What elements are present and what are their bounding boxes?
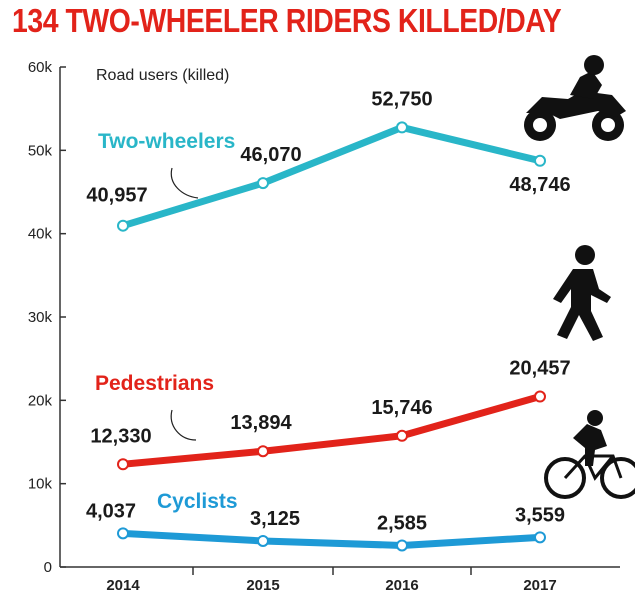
x-tick-label: 2017 [523, 577, 556, 594]
series-line [119, 393, 544, 468]
data-point [396, 429, 408, 442]
chart-subtitle: Road users (killed) [96, 67, 229, 84]
data-label: 4,037 [86, 500, 136, 522]
axes: 0 10k 20k 30k 40k 50k 60k 2014 2015 2016 2017 [28, 59, 620, 594]
data-point [117, 458, 129, 471]
series-pedestrians: 12,330 13,894 15,746 20,457 Pedestrians [90, 358, 571, 471]
data-label: 3,559 [515, 504, 565, 526]
y-tick-label: 40k [28, 226, 53, 243]
data-point [534, 531, 546, 544]
series-cyclists: 4,037 3,125 2,585 3,559 Cyclists [86, 490, 565, 552]
data-label: 46,070 [240, 144, 301, 166]
data-point [257, 534, 269, 547]
y-tick-label: 30k [28, 309, 53, 326]
data-point [534, 154, 546, 167]
data-label: 48,746 [509, 174, 570, 196]
data-label: 15,746 [371, 397, 432, 419]
data-label: 52,750 [371, 88, 432, 110]
chart-title: 134 TWO-WHEELER RIDERS KILLED/DAY [12, 2, 562, 39]
series-line [119, 123, 544, 230]
series-lines: 40,957 46,070 52,750 48,746 Two-wheelers 12,3… [86, 88, 571, 552]
series-name-label: Pedestrians [95, 372, 214, 395]
data-label: 3,125 [250, 508, 300, 530]
data-point [396, 539, 408, 552]
data-label: 2,585 [377, 512, 427, 534]
y-tick-label: 50k [28, 142, 53, 159]
x-tick-label: 2016 [385, 577, 418, 594]
motorcycle-rider-icon [524, 55, 626, 141]
series-name-label: Cyclists [157, 490, 238, 513]
data-point [257, 177, 269, 190]
data-point [396, 121, 408, 134]
y-tick-label: 20k [28, 392, 53, 409]
pedestrian-icon [553, 245, 611, 341]
data-label: 12,330 [90, 425, 151, 447]
series-line [119, 529, 544, 549]
y-tick-label: 60k [28, 59, 53, 76]
series-two-wheelers: 40,957 46,070 52,750 48,746 Two-wheelers [86, 88, 571, 232]
data-label: 13,894 [230, 412, 292, 434]
y-tick-label: 10k [28, 476, 53, 493]
x-tick-label: 2015 [246, 577, 279, 594]
data-point [117, 527, 129, 540]
series-name-label: Two-wheelers [98, 130, 235, 153]
data-point [117, 219, 129, 232]
data-point [257, 445, 269, 458]
data-point [534, 390, 546, 403]
data-label: 40,957 [86, 185, 147, 207]
data-label: 20,457 [509, 358, 570, 380]
x-tick-label: 2014 [106, 577, 140, 594]
leader-line [170, 167, 199, 199]
cyclist-icon [544, 410, 635, 499]
icons [524, 55, 635, 499]
leader-line [170, 409, 197, 441]
y-tick-label: 0 [44, 559, 52, 576]
